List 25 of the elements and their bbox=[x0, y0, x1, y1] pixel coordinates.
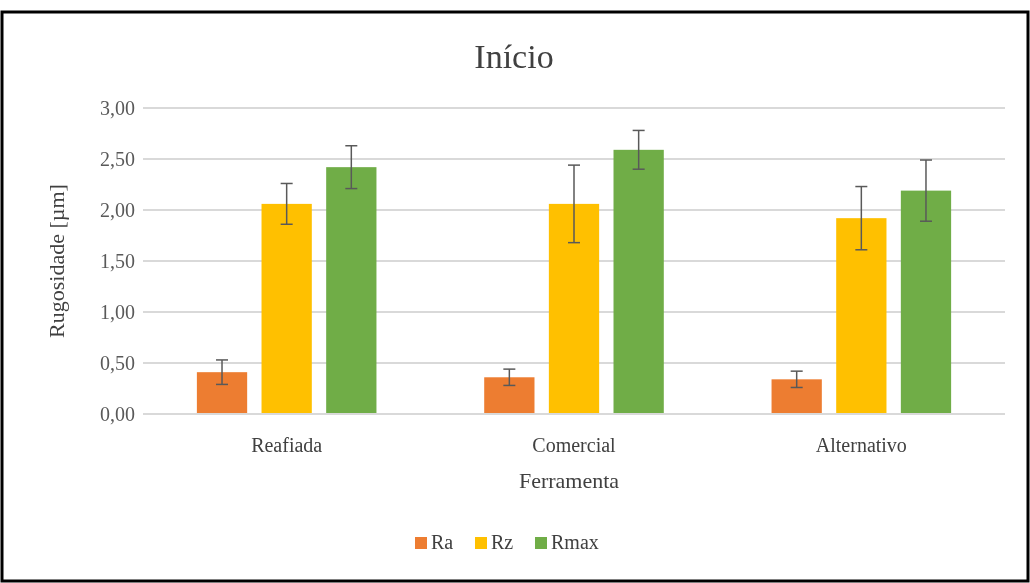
bar bbox=[771, 379, 822, 414]
legend-label: Rmax bbox=[551, 531, 599, 553]
y-tick-label: 0,00 bbox=[100, 403, 135, 425]
y-tick-label: 1,00 bbox=[100, 301, 135, 323]
y-tick-label: 2,50 bbox=[100, 148, 135, 170]
y-tick-label: 1,50 bbox=[100, 250, 135, 272]
legend-label: Rz bbox=[491, 531, 514, 553]
x-tick-label: Reafiada bbox=[251, 434, 323, 456]
y-tick-label: 0,50 bbox=[100, 352, 135, 374]
bar bbox=[613, 149, 664, 414]
x-tick-label: Alternativo bbox=[815, 434, 907, 456]
y-axis-title: Rugosidade [µm] bbox=[44, 184, 69, 338]
y-tick-label: 2,00 bbox=[100, 199, 135, 221]
x-axis-title: Ferramenta bbox=[518, 468, 620, 493]
bar bbox=[484, 377, 535, 414]
bar bbox=[548, 203, 600, 414]
bar bbox=[900, 190, 952, 414]
legend-label: Ra bbox=[431, 531, 454, 553]
bar bbox=[326, 167, 377, 414]
bar bbox=[836, 218, 887, 414]
bar bbox=[196, 372, 248, 414]
chart-title: Início bbox=[474, 38, 554, 75]
y-tick-label: 3,00 bbox=[100, 97, 135, 119]
x-tick-label: Comercial bbox=[532, 434, 617, 456]
bar bbox=[261, 203, 312, 414]
